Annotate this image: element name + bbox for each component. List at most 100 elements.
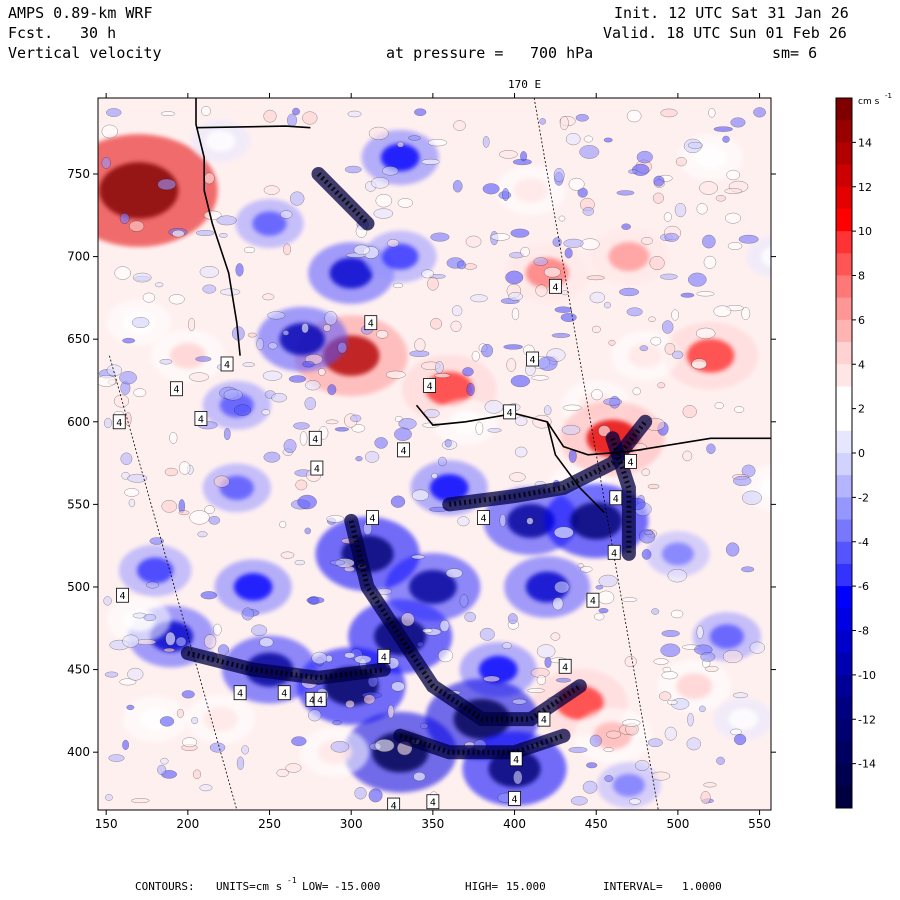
colorbar-tick-label: -6: [858, 580, 869, 593]
x-tick-label: 200: [176, 817, 199, 831]
colorbar-unit-exponent: -1: [885, 92, 892, 100]
field-cell: [368, 788, 383, 803]
field-cell: [661, 630, 680, 637]
colorbar-tick-label: 4: [858, 358, 865, 371]
field-cell: [345, 700, 355, 709]
field-cell: [660, 273, 678, 280]
field-cell: [624, 656, 637, 668]
colorbar-swatch: [836, 120, 852, 143]
field-cell: [114, 266, 131, 280]
field-cell: [105, 794, 113, 801]
contour-label-text: 4: [552, 282, 558, 293]
colorbar-tick-label: 12: [858, 181, 872, 194]
field-cell: [514, 446, 528, 458]
field-cell: [671, 309, 679, 321]
field-cell: [722, 649, 743, 663]
field-cell: [176, 708, 184, 718]
field-cell: [133, 388, 147, 398]
coastline: [546, 421, 605, 514]
y-axis: 400 450 500 550 600 650 700 750: [67, 167, 776, 759]
field-core: [759, 477, 771, 499]
field-cell: [438, 456, 447, 467]
field-cell: [511, 307, 520, 321]
field-cell: [568, 746, 588, 753]
units-exponent: -1: [287, 876, 297, 885]
field-core: [608, 241, 650, 272]
colorbar-tick-label: -14: [858, 758, 876, 771]
contour-label-box: [387, 797, 401, 810]
convective-contours: [448, 420, 648, 507]
field-cell: [178, 461, 191, 475]
field-cell: [641, 468, 651, 476]
contour-label-box: [548, 278, 562, 294]
contour-label-box: [364, 315, 378, 331]
low-value: -15.000: [334, 880, 381, 893]
field-cell: [160, 111, 176, 116]
field-cell: [391, 681, 405, 692]
graticule-line: [109, 355, 238, 810]
field-cell: [444, 438, 452, 448]
field-cell: [318, 368, 326, 376]
field-cell: [241, 745, 249, 755]
field-core: [205, 130, 236, 152]
field-cell: [199, 784, 213, 792]
field-cell: [263, 109, 277, 123]
colorbar-swatch: [836, 253, 852, 276]
field-cell: [351, 424, 366, 433]
contour-label-box: [366, 510, 379, 526]
field-cell: [586, 275, 605, 281]
field-cell: [412, 489, 429, 501]
field-cell: [482, 183, 500, 195]
field-cell: [734, 406, 745, 413]
field-cell: [387, 239, 400, 248]
field-cell: [146, 581, 159, 589]
field-cell: [175, 636, 187, 647]
field-cell: [699, 181, 718, 195]
field-cell: [457, 260, 467, 270]
field-cell: [411, 554, 425, 560]
field-cell: [159, 359, 173, 365]
field-cell: [553, 167, 565, 183]
field-cell: [652, 192, 664, 204]
meridian-label: 170 E: [508, 78, 542, 91]
field-cell: [700, 652, 716, 662]
interval-value: 1.0000: [682, 880, 722, 893]
field-cell: [603, 301, 611, 309]
field-cell: [635, 760, 650, 771]
field-cell: [98, 375, 117, 387]
field-cell: [122, 739, 129, 750]
field-cell: [430, 232, 450, 242]
field-cell: [597, 590, 615, 605]
contour-label-box: [194, 411, 208, 426]
colorbar-swatch: [836, 563, 852, 587]
contour-label-box: [220, 356, 234, 372]
field-cell: [484, 400, 504, 414]
field-cell: [703, 255, 717, 269]
contour-label: 4: [609, 490, 623, 506]
field-cell: [738, 234, 759, 244]
colorbar-swatch: [836, 697, 852, 720]
field-cell: [390, 495, 406, 508]
field-cell: [261, 409, 271, 416]
field-cell: [241, 607, 254, 621]
field-cell: [706, 443, 716, 454]
colorbar-swatch: [836, 142, 852, 166]
field-cell: [282, 330, 290, 336]
field-cell: [661, 320, 674, 334]
contour-label-text: 4: [513, 755, 519, 766]
colorbar-swatch: [836, 208, 852, 232]
field-cell: [675, 156, 687, 167]
contour-label: 4: [526, 351, 539, 367]
contour-label-text: 4: [368, 319, 374, 330]
field-cell: [688, 272, 707, 287]
colorbar-swatch: [836, 586, 852, 609]
field-cell: [422, 628, 433, 634]
field-cell: [512, 698, 527, 705]
contour-label: 4: [366, 510, 379, 526]
contour-label-text: 4: [562, 662, 568, 673]
field-cell: [304, 397, 316, 411]
field-cell: [650, 336, 662, 346]
field-cell: [419, 722, 429, 730]
contour-label-text: 4: [427, 381, 433, 392]
field-cell: [104, 671, 119, 678]
